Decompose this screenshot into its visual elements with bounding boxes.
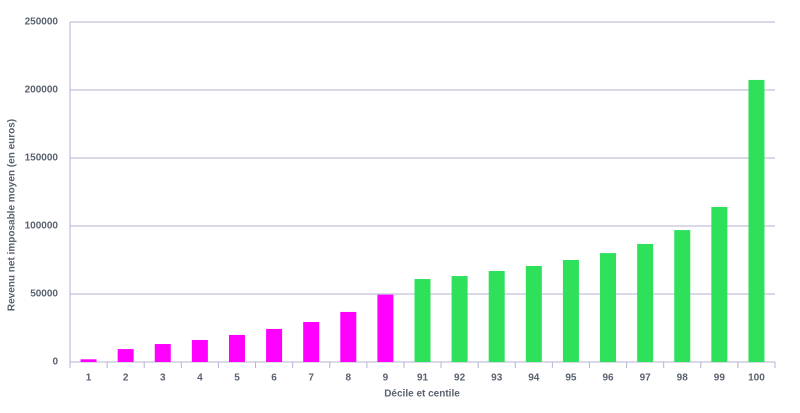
bar bbox=[191, 339, 208, 362]
bar bbox=[266, 328, 283, 362]
bar bbox=[117, 349, 134, 362]
y-tick-label: 200000 bbox=[25, 85, 59, 96]
y-tick-label: 50000 bbox=[30, 289, 58, 300]
y-tick-label: 100000 bbox=[25, 221, 59, 232]
x-tick-label: 97 bbox=[640, 373, 652, 384]
x-tick-label: 9 bbox=[383, 373, 389, 384]
bar bbox=[562, 260, 579, 362]
x-tick-label: 92 bbox=[454, 373, 466, 384]
x-tick-label: 93 bbox=[491, 373, 503, 384]
bar bbox=[637, 243, 654, 362]
bar bbox=[80, 359, 97, 362]
x-tick-label: 95 bbox=[565, 373, 577, 384]
x-tick-label: 1 bbox=[86, 373, 92, 384]
x-tick-label: 98 bbox=[677, 373, 689, 384]
bar bbox=[414, 279, 431, 362]
bar bbox=[303, 322, 320, 362]
bar bbox=[154, 344, 171, 362]
x-tick-label: 5 bbox=[234, 373, 240, 384]
bar bbox=[451, 276, 468, 362]
bar bbox=[525, 265, 542, 362]
bar bbox=[488, 271, 505, 362]
y-tick-label: 0 bbox=[52, 357, 58, 368]
x-tick-label: 100 bbox=[748, 373, 765, 384]
x-tick-label: 7 bbox=[308, 373, 314, 384]
bar bbox=[340, 311, 357, 362]
x-tick-label: 2 bbox=[123, 373, 129, 384]
bar bbox=[600, 253, 617, 362]
bar bbox=[377, 294, 394, 362]
bar bbox=[748, 79, 765, 362]
bar bbox=[674, 230, 691, 362]
y-axis-title: Revenu net imposable moyen (en euros) bbox=[7, 119, 18, 311]
x-tick-label: 96 bbox=[602, 373, 614, 384]
x-tick-label: 99 bbox=[714, 373, 726, 384]
bar bbox=[711, 206, 728, 362]
x-tick-label: 3 bbox=[160, 373, 166, 384]
x-tick-label: 94 bbox=[528, 373, 540, 384]
x-tick-label: 4 bbox=[197, 373, 203, 384]
x-axis-title: Décile et centile bbox=[384, 389, 460, 400]
x-tick-label: 91 bbox=[417, 373, 429, 384]
x-tick-label: 8 bbox=[346, 373, 352, 384]
y-tick-label: 150000 bbox=[25, 153, 59, 164]
x-tick-label: 6 bbox=[271, 373, 277, 384]
bar bbox=[228, 334, 245, 362]
y-tick-label: 250000 bbox=[25, 17, 59, 28]
